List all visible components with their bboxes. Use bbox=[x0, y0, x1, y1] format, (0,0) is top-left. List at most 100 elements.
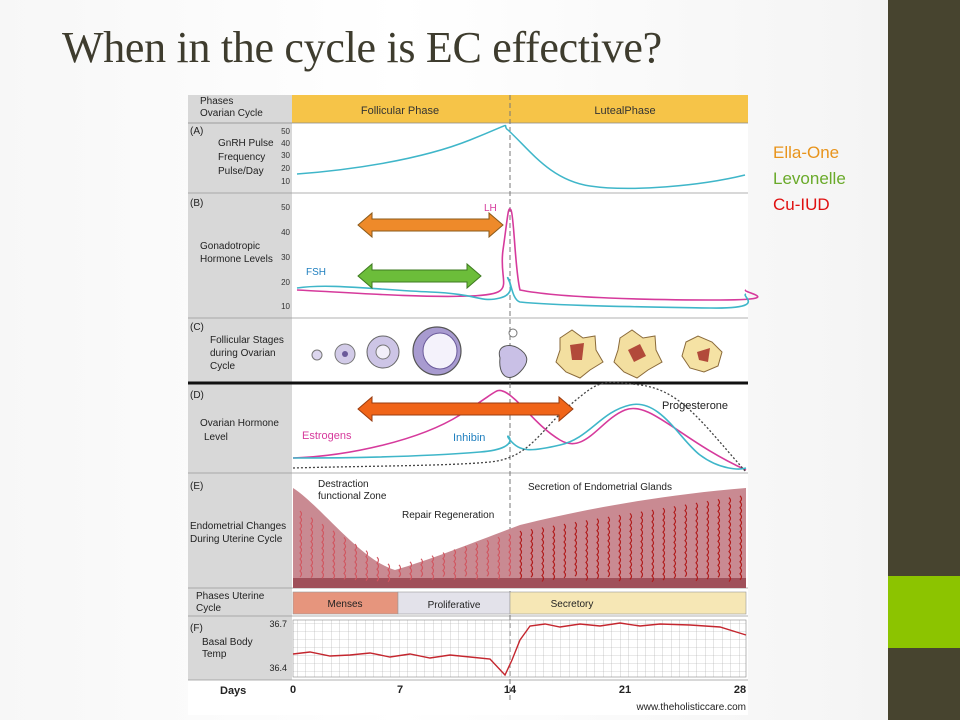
gland bbox=[332, 530, 336, 580]
luteal-phase-label: LutealPhase bbox=[594, 105, 655, 117]
panel-c-label: (C) bbox=[190, 322, 204, 333]
secretion-label: Secretion of Endometrial Glands bbox=[528, 482, 672, 493]
gland bbox=[475, 542, 479, 580]
ella-one-arrow bbox=[357, 211, 504, 239]
cu-iud-arrow bbox=[357, 395, 574, 423]
svg-text:10: 10 bbox=[281, 177, 290, 186]
panel-e-label: (E) bbox=[190, 481, 203, 492]
gland bbox=[365, 550, 369, 581]
progesterone-label: Progesterone bbox=[662, 400, 728, 412]
gland bbox=[684, 504, 688, 577]
bbt-tick-low: 36.4 bbox=[269, 663, 287, 673]
menses-label: Menses bbox=[327, 599, 362, 610]
days-label: Days bbox=[220, 685, 246, 697]
svg-text:30: 30 bbox=[281, 253, 290, 262]
gland bbox=[464, 546, 468, 577]
ec-legend: Ella-One Levonelle Cu-IUD bbox=[773, 140, 846, 218]
gland bbox=[398, 564, 402, 578]
svg-text:50: 50 bbox=[281, 203, 290, 212]
gland bbox=[739, 495, 743, 581]
gland bbox=[453, 549, 457, 580]
panel-e-title: Endometrial Changes During Uterine Cycle bbox=[190, 521, 289, 545]
gland bbox=[574, 521, 578, 577]
panel-b-ticks: 50 40 30 20 10 bbox=[281, 203, 290, 311]
svg-text:30: 30 bbox=[281, 151, 290, 160]
legend-item-levonelle: Levonelle bbox=[773, 169, 846, 188]
gland bbox=[706, 500, 710, 580]
panel-c-title: Follicular Stages during Ovarian Cycle bbox=[210, 335, 287, 372]
bbt-curve bbox=[292, 622, 747, 677]
gland bbox=[541, 527, 545, 582]
svg-text:21: 21 bbox=[619, 684, 631, 696]
lh-label: LH bbox=[484, 203, 497, 214]
svg-text:28: 28 bbox=[734, 684, 746, 696]
panel-b-label: (B) bbox=[190, 198, 203, 209]
svg-text:14: 14 bbox=[504, 684, 517, 696]
right-sidebar-accent bbox=[888, 576, 960, 648]
fsh-label: FSH bbox=[306, 267, 326, 278]
repair-regeneration-label: Repair Regeneration bbox=[402, 510, 494, 521]
header-label-line: Phases bbox=[200, 96, 233, 107]
secretory-band bbox=[509, 591, 747, 615]
gland bbox=[552, 525, 556, 581]
gland bbox=[695, 502, 699, 582]
levonelle-arrow bbox=[357, 262, 482, 290]
slide-title: When in the cycle is EC effective? bbox=[62, 23, 662, 72]
gland bbox=[530, 528, 534, 578]
destruction-label: Destraction functional Zone bbox=[318, 479, 387, 502]
gland bbox=[596, 518, 600, 580]
panel-a-title: GnRH Pulse Frequency Pulse/Day bbox=[218, 138, 276, 177]
gland bbox=[519, 530, 523, 580]
inhibin-curve bbox=[292, 403, 747, 470]
ec-window-arrows bbox=[357, 211, 574, 423]
bbt-tick-high: 36.7 bbox=[269, 619, 287, 629]
gland bbox=[618, 514, 622, 582]
lh-curve bbox=[296, 208, 759, 301]
progesterone-curve bbox=[292, 381, 747, 473]
svg-text:40: 40 bbox=[281, 139, 290, 148]
svg-text:10: 10 bbox=[281, 302, 290, 311]
gland bbox=[717, 498, 721, 578]
panel-d-title: Ovarian Hormone Level bbox=[200, 418, 282, 443]
gland bbox=[497, 536, 501, 580]
svg-text:0: 0 bbox=[290, 684, 296, 696]
bbt-grid bbox=[292, 619, 747, 678]
endometrium-illustration bbox=[293, 488, 746, 588]
gland bbox=[563, 523, 567, 579]
estrogen-curve bbox=[292, 389, 747, 471]
panel-f-title: Basal Body Temp bbox=[202, 637, 255, 660]
panel-d-label: (D) bbox=[190, 390, 204, 401]
gland bbox=[420, 558, 424, 578]
header-label-line: Ovarian Cycle bbox=[200, 108, 263, 119]
svg-text:20: 20 bbox=[281, 164, 290, 173]
gland bbox=[508, 533, 512, 577]
svg-text:50: 50 bbox=[281, 127, 290, 136]
proliferative-label: Proliferative bbox=[428, 600, 481, 611]
follicle-primordial bbox=[311, 349, 323, 361]
ovum bbox=[508, 328, 518, 338]
fsh-curve bbox=[296, 276, 750, 309]
legend-item-cu-iud: Cu-IUD bbox=[773, 195, 830, 214]
label-column bbox=[188, 95, 292, 680]
svg-text:20: 20 bbox=[281, 278, 290, 287]
panel-b-title: Gonadotropic Hormone Levels bbox=[200, 241, 273, 265]
svg-text:7: 7 bbox=[397, 684, 403, 696]
header-label: Phases Ovarian Cycle bbox=[200, 96, 263, 119]
gland bbox=[409, 561, 413, 581]
gland bbox=[629, 513, 633, 580]
secretory-label: Secretory bbox=[551, 599, 594, 610]
gland bbox=[728, 497, 732, 582]
day-ticks: 0 7 14 21 28 bbox=[290, 684, 746, 696]
gland bbox=[354, 543, 358, 581]
credit-text: www.theholisticcare.com bbox=[636, 702, 746, 713]
gland bbox=[640, 511, 644, 579]
gland bbox=[486, 539, 490, 577]
follicle-stages bbox=[311, 326, 723, 379]
inhibin-label: Inhibin bbox=[453, 432, 485, 444]
ovulation-follicle bbox=[498, 345, 528, 378]
gland bbox=[585, 520, 589, 581]
panel-f-label: (F) bbox=[190, 623, 203, 634]
gland bbox=[431, 555, 435, 581]
gland bbox=[662, 507, 666, 581]
